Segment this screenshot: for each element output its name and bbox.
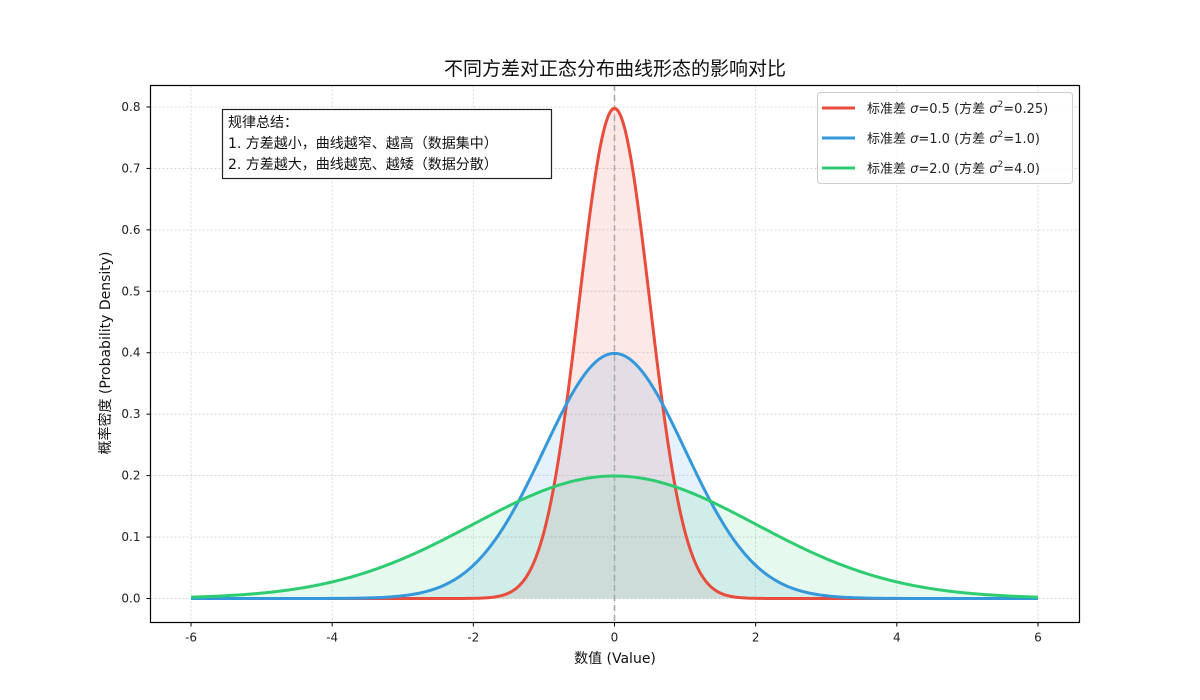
y-tick-label: 0.5 xyxy=(121,284,140,298)
y-tick-label: 0.3 xyxy=(121,407,140,421)
x-tick-label: 6 xyxy=(1034,631,1042,645)
x-tick-label: 4 xyxy=(893,631,901,645)
density-curve xyxy=(190,474,1039,599)
svg-text:标准差 σ=2.0 (方差 σ2=4.0): 标准差 σ=2.0 (方差 σ2=4.0) xyxy=(867,160,1040,177)
y-tick-label: 0.0 xyxy=(121,592,140,606)
x-axis-title: 数值 (Value) xyxy=(574,651,656,667)
svg-text:标准差 σ=1.0 (方差 σ2=1.0): 标准差 σ=1.0 (方差 σ2=1.0) xyxy=(867,130,1040,147)
y-tick-label: 0.1 xyxy=(121,530,140,544)
legend-item-sigma-0-5: 标准差 σ=0.5 (方差 σ2=0.25) xyxy=(822,100,1048,117)
y-tick-label: 0.4 xyxy=(121,346,140,360)
curves xyxy=(190,106,1039,600)
y-axis-title: 概率密度 (Probability Density) xyxy=(97,251,114,454)
y-axis: 0.0 0.1 0.2 0.3 0.4 0.5 0.6 0.7 0.8 xyxy=(121,100,151,606)
legend: 标准差 σ=0.5 (方差 σ2=0.25) 标准差 σ=1.0 (方差 σ2=… xyxy=(817,92,1073,184)
x-tick-label: -2 xyxy=(467,631,479,645)
y-tick-label: 0.2 xyxy=(121,469,140,483)
svg-text:标准差 σ=0.5 (方差 σ2=0.25): 标准差 σ=0.5 (方差 σ2=0.25) xyxy=(867,100,1048,117)
x-tick-label: 0 xyxy=(611,631,619,645)
legend-item-sigma-2-0: 标准差 σ=2.0 (方差 σ2=4.0) xyxy=(822,160,1040,177)
chart-title: 不同方差对正态分布曲线形态的影响对比 xyxy=(444,58,786,80)
y-tick-label: 0.8 xyxy=(121,100,140,114)
y-tick-label: 0.7 xyxy=(121,161,140,175)
x-tick-label: -4 xyxy=(326,631,338,645)
density-curve xyxy=(191,351,1038,600)
legend-item-sigma-1-0: 标准差 σ=1.0 (方差 σ2=1.0) xyxy=(822,130,1040,147)
annotation-line-3: 2. 方差越大，曲线越宽、越矮（数据分散） xyxy=(228,156,498,173)
x-axis: -6 -4 -2 0 2 4 6 xyxy=(185,622,1042,645)
x-tick-label: 2 xyxy=(752,631,760,645)
annotation-box: 规律总结： 1. 方差越小，曲线越窄、越高（数据集中） 2. 方差越大，曲线越宽… xyxy=(221,108,553,180)
y-tick-label: 0.6 xyxy=(121,223,140,237)
annotation-line-2: 1. 方差越小，曲线越窄、越高（数据集中） xyxy=(228,135,498,152)
x-tick-label: -6 xyxy=(185,631,197,645)
annotation-line-1: 规律总结： xyxy=(228,115,298,131)
